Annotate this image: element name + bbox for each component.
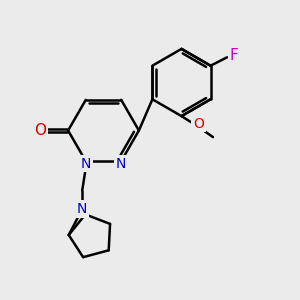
Text: N: N [77, 202, 87, 216]
Text: N: N [81, 157, 91, 171]
Text: O: O [34, 123, 46, 138]
Text: N: N [77, 202, 87, 216]
Text: O: O [193, 117, 204, 130]
Text: N: N [116, 157, 126, 171]
Text: F: F [229, 48, 238, 63]
